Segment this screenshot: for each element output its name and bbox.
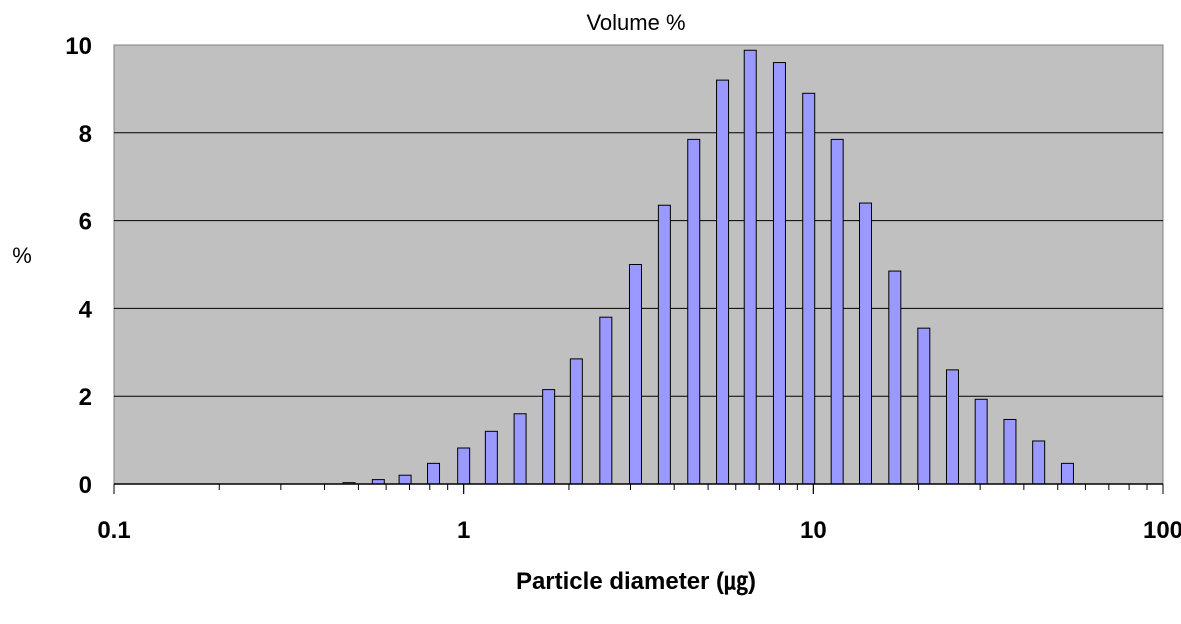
bar [599,316,613,485]
bar [1060,462,1074,485]
bar [687,138,701,485]
bar [802,92,816,485]
x-tick-label: 0.1 [97,517,130,544]
bar [1032,440,1046,485]
bar [917,327,931,485]
y-tick-label: 0 [79,472,92,499]
bar [657,204,671,485]
y-tick-label: 2 [79,384,92,411]
bar [888,270,902,485]
y-tick-label: 4 [79,296,93,323]
y-tick-label: 10 [65,33,92,60]
bar [484,430,498,485]
bar [628,264,642,485]
bar [542,389,556,485]
y-tick-label: 6 [79,209,92,236]
bar [427,462,441,485]
x-tick-label: 10 [800,517,827,544]
x-tick-label: 100 [1143,517,1181,544]
bar [1003,418,1017,485]
y-axis-label: % [12,243,32,268]
chart-title: Volume % [586,10,685,35]
y-tick-labels: 0 2 4 6 8 10 [65,33,92,499]
x-axis-label: Particle diameter (㎍) [516,568,756,596]
bar [457,447,471,485]
x-minor-ticks [113,484,1164,494]
bar [716,79,730,485]
bar [772,62,786,485]
bar [513,413,527,485]
bar [398,474,412,485]
x-tick-labels: 0.1 1 10 100 [97,517,1181,544]
x-tick-label: 1 [457,517,470,544]
bar [830,138,844,485]
bar [859,202,873,485]
bars [342,49,1074,485]
bar [743,49,757,485]
bar [974,398,988,485]
bar [569,358,583,485]
y-tick-label: 8 [79,121,92,148]
bar [945,369,959,485]
